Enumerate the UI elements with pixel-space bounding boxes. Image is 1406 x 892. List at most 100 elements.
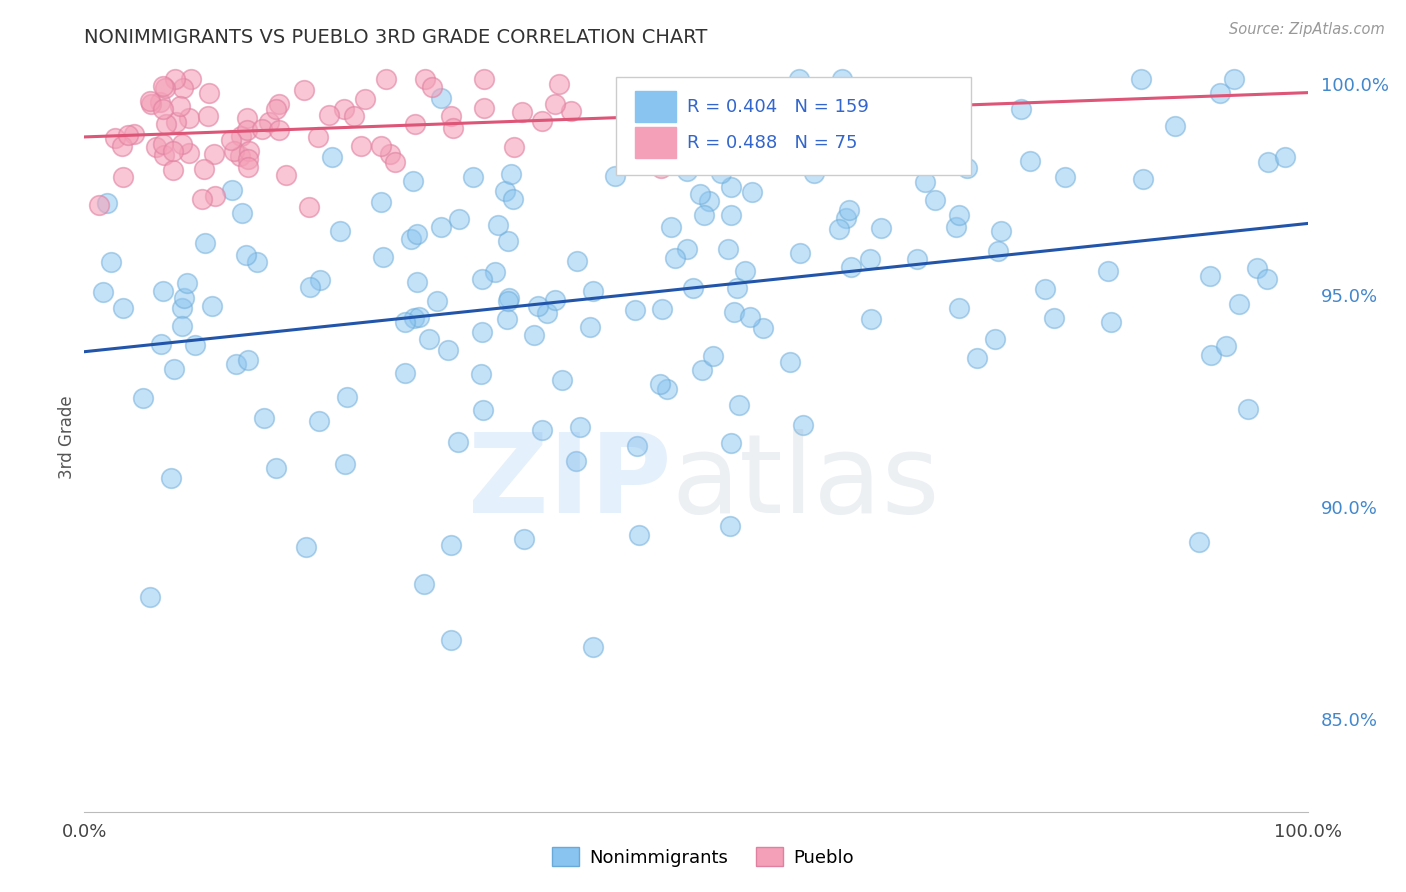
- Point: [718, 519, 741, 533]
- Point: [308, 414, 330, 428]
- Point: [858, 252, 880, 267]
- Point: [693, 208, 716, 222]
- Point: [441, 121, 464, 136]
- Point: [1188, 534, 1211, 549]
- Point: [87, 198, 110, 212]
- Point: [471, 403, 494, 417]
- Point: [91, 285, 114, 299]
- Point: [697, 194, 720, 209]
- Point: [948, 208, 970, 222]
- Point: [789, 72, 811, 87]
- Point: [1164, 120, 1187, 134]
- Point: [349, 138, 371, 153]
- Point: [709, 166, 731, 180]
- Point: [827, 222, 849, 236]
- Point: [789, 246, 811, 260]
- Point: [499, 167, 522, 181]
- Text: Source: ZipAtlas.com: Source: ZipAtlas.com: [1229, 22, 1385, 37]
- Point: [987, 244, 1010, 258]
- Point: [354, 92, 377, 106]
- Point: [922, 111, 945, 125]
- Point: [145, 140, 167, 154]
- Point: [502, 192, 524, 206]
- Point: [650, 161, 672, 175]
- Point: [523, 327, 546, 342]
- Point: [197, 109, 219, 123]
- Point: [384, 154, 406, 169]
- Point: [266, 461, 288, 475]
- Point: [149, 95, 172, 110]
- Point: [565, 253, 588, 268]
- Point: [418, 332, 440, 346]
- Point: [838, 203, 860, 218]
- Point: [966, 351, 988, 366]
- Point: [162, 144, 184, 158]
- Point: [122, 127, 145, 141]
- Point: [1054, 169, 1077, 184]
- Point: [530, 114, 553, 128]
- Legend: Nonimmigrants, Pueblo: Nonimmigrants, Pueblo: [544, 840, 862, 874]
- Point: [110, 138, 132, 153]
- Point: [274, 169, 297, 183]
- Point: [231, 206, 253, 220]
- Point: [420, 79, 443, 94]
- Point: [551, 373, 574, 387]
- Point: [308, 273, 330, 287]
- Point: [945, 219, 967, 234]
- Point: [193, 162, 215, 177]
- Point: [531, 423, 554, 437]
- Point: [170, 301, 193, 315]
- Point: [139, 94, 162, 108]
- Point: [152, 137, 174, 152]
- Point: [402, 173, 425, 187]
- Point: [955, 161, 977, 175]
- Point: [582, 640, 605, 654]
- Point: [676, 243, 699, 257]
- Point: [472, 72, 495, 87]
- Point: [370, 194, 392, 209]
- Point: [689, 186, 711, 201]
- Point: [461, 169, 484, 184]
- Point: [720, 114, 742, 128]
- Point: [581, 284, 603, 298]
- Point: [236, 353, 259, 368]
- Point: [394, 366, 416, 380]
- Point: [470, 368, 492, 382]
- Point: [1257, 155, 1279, 169]
- Point: [415, 72, 437, 87]
- Point: [298, 200, 321, 214]
- Point: [447, 435, 470, 450]
- Point: [734, 264, 756, 278]
- Text: atlas: atlas: [672, 428, 941, 535]
- Point: [225, 357, 247, 371]
- Point: [471, 272, 494, 286]
- Point: [235, 111, 257, 125]
- Point: [204, 188, 226, 202]
- Point: [190, 193, 212, 207]
- Point: [152, 103, 174, 117]
- Point: [132, 391, 155, 405]
- Point: [165, 115, 187, 129]
- Text: ZIP: ZIP: [468, 428, 672, 535]
- Point: [655, 153, 678, 168]
- Point: [231, 128, 253, 143]
- Point: [984, 332, 1007, 346]
- Point: [496, 234, 519, 248]
- Point: [1035, 282, 1057, 296]
- Point: [834, 211, 856, 225]
- Point: [1130, 72, 1153, 87]
- Point: [430, 220, 453, 235]
- Point: [948, 301, 970, 315]
- Point: [720, 208, 742, 222]
- Point: [471, 325, 494, 339]
- Point: [725, 281, 748, 295]
- Point: [1132, 172, 1154, 186]
- Point: [295, 540, 318, 554]
- FancyBboxPatch shape: [636, 127, 676, 159]
- Point: [318, 108, 340, 122]
- Point: [269, 97, 291, 112]
- Point: [1246, 260, 1268, 275]
- Point: [990, 224, 1012, 238]
- Point: [250, 122, 273, 136]
- Point: [1010, 102, 1032, 116]
